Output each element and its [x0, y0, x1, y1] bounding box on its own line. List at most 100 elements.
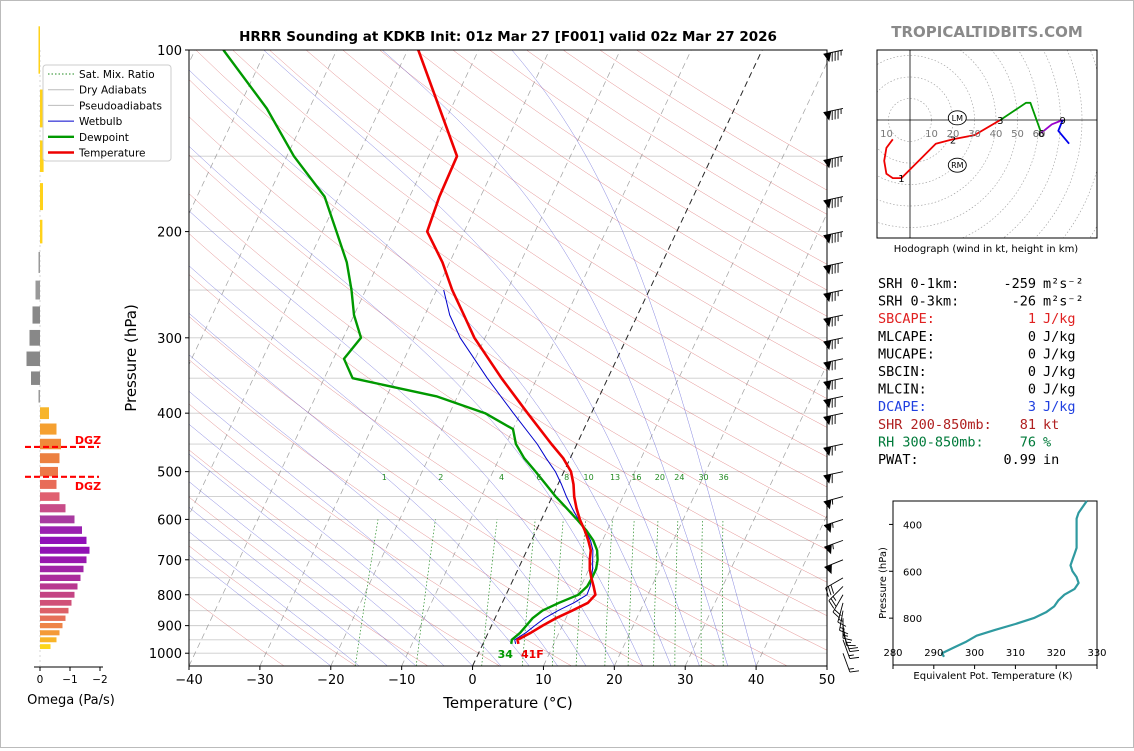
- wind-barb: [842, 632, 860, 653]
- wind-barb: [823, 155, 844, 169]
- barb-staff: [823, 196, 844, 202]
- barb-staff: [823, 262, 844, 268]
- wind-barb: [823, 289, 844, 303]
- dry-adiabat: [189, 193, 827, 617]
- wind-barb: [823, 471, 844, 484]
- mix-ratio-label: 16: [631, 473, 641, 482]
- barb-flag: [831, 158, 833, 168]
- isotherm: [189, 50, 408, 517]
- mix-ratio-label: 20: [655, 473, 665, 482]
- barb-pennant: [823, 398, 832, 409]
- barb-flag: [831, 473, 833, 484]
- barb-half: [848, 654, 854, 657]
- barb-pennant: [823, 264, 832, 275]
- wind-barb: [823, 231, 844, 244]
- barb-half: [840, 50, 842, 56]
- isotherm: [330, 50, 621, 666]
- wind-barb: [823, 337, 844, 350]
- barb-flag: [831, 292, 833, 302]
- pseudo-adiabat: [189, 390, 502, 666]
- temperature-trace: [417, 50, 597, 645]
- index-label: SRH 0-3km:: [878, 294, 959, 310]
- dry-adiabat: [189, 154, 827, 583]
- barb-pennant: [823, 361, 832, 371]
- barb-pennant: [824, 544, 832, 555]
- dry-adiabat: [189, 116, 827, 550]
- barb-pennant: [823, 292, 832, 303]
- pseudo-adiabat: [511, 50, 757, 666]
- barb-half: [839, 626, 845, 630]
- dry-adiabat: [189, 359, 644, 666]
- wind-barb: [824, 559, 844, 575]
- y-tick-label: 600: [157, 513, 182, 528]
- barb-flag: [834, 414, 836, 425]
- index-label: SBCAPE:: [878, 311, 935, 327]
- hodo-height-label: 2: [950, 135, 956, 146]
- index-unit: J/kg: [1043, 311, 1076, 327]
- barb-half: [837, 338, 839, 344]
- wind-barb: [823, 49, 844, 63]
- wind-barb: [823, 518, 844, 533]
- pseudo-adiabat: [189, 354, 530, 666]
- index-value: 76: [1020, 434, 1036, 450]
- barb-flag: [834, 360, 836, 370]
- pseudo-adiabat: [189, 481, 416, 666]
- legend-entry: Wetbulb: [79, 116, 123, 128]
- barb-flag: [842, 637, 853, 641]
- sat-mix-line: [551, 519, 564, 666]
- barb-flag: [834, 291, 836, 301]
- pseudo-adiabat: [189, 554, 331, 666]
- skewt-ylabel: Pressure (hPa): [122, 304, 140, 412]
- barb-staff: [823, 231, 844, 237]
- wind-barb: [823, 358, 844, 371]
- x-tick-label: −30: [246, 673, 273, 688]
- index-row: SRH 0-1km: -259 m²s⁻²: [878, 276, 1084, 292]
- dry-adiabat: [269, 50, 827, 428]
- index-unit: J/kg: [1043, 382, 1076, 398]
- omega-bar: [40, 479, 57, 489]
- hodograph-clip: [877, 50, 1097, 238]
- barb-pennant: [823, 317, 832, 328]
- dgz-label: DGZ: [75, 434, 101, 447]
- barb-flag: [849, 670, 860, 673]
- omega-bar: [40, 89, 43, 128]
- pseudo-adiabat: [189, 506, 388, 666]
- sat-mix-line: [700, 519, 703, 666]
- dgz-label: DGZ: [75, 480, 101, 493]
- barb-flag: [831, 110, 833, 120]
- index-label: SBCIN:: [878, 364, 927, 380]
- omega-bar: [40, 574, 81, 581]
- index-label: MUCAPE:: [878, 346, 935, 362]
- y-tick-label: 100: [157, 44, 182, 59]
- hodo-height-label: 6: [1038, 129, 1044, 140]
- omega-bar: [40, 583, 78, 590]
- omega-bar: [40, 599, 72, 606]
- index-unit: kt: [1043, 417, 1059, 433]
- y-tick-label: 700: [157, 554, 182, 569]
- barb-flag: [837, 157, 839, 167]
- theta-e-ylabel: Pressure (hPa): [878, 547, 889, 619]
- y-tick-label: 900: [157, 620, 182, 635]
- theta-e-plot: 280 290 300 310 320 330 400 600 800: [883, 500, 1107, 669]
- barb-flag: [834, 233, 836, 243]
- dry-adiabat: [189, 449, 500, 666]
- index-row: SHR 200-850mb: 81 kt: [878, 417, 1059, 433]
- barb-staff: [825, 577, 844, 589]
- index-value: 1: [1028, 311, 1036, 327]
- skewt-title: HRRR Sounding at KDKB Init: 01z Mar 27 […: [239, 29, 777, 45]
- x-tick-label: 40: [748, 673, 765, 688]
- index-unit: J/kg: [1043, 364, 1076, 380]
- barb-pennant: [823, 499, 832, 510]
- omega-bar: [40, 140, 44, 172]
- omega-bar: [40, 644, 51, 650]
- wind-barb: [823, 412, 844, 426]
- omega-bar: [40, 423, 57, 435]
- skewt-legend: Sat. Mix. Ratio Dry Adiabats Pseudoadiabat…: [42, 64, 172, 162]
- barb-staff: [828, 586, 844, 601]
- index-value: 0: [1028, 346, 1036, 362]
- theta-e-trace: [940, 500, 1088, 658]
- pseudo-adiabat: [189, 423, 473, 666]
- skewt-xlabel: Temperature (°C): [442, 694, 572, 712]
